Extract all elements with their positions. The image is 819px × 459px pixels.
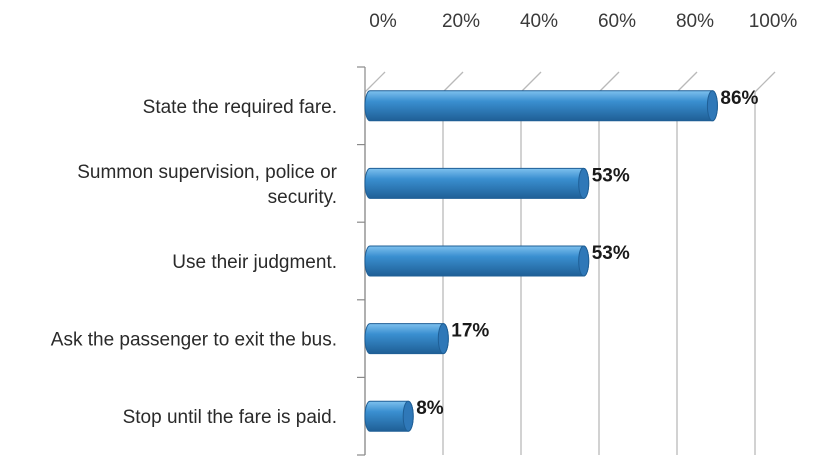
labels: 86% State the required fare. 53% Summon sup…	[51, 88, 759, 428]
y-tick-label: State the required fare.	[143, 97, 337, 118]
gridline-depth	[520, 71, 542, 93]
bar-cap	[437, 323, 449, 355]
bar-body	[364, 167, 590, 199]
data-label: 17%	[451, 321, 489, 342]
gridline-depth	[364, 71, 386, 93]
bar	[364, 167, 590, 199]
data-label: 53%	[592, 165, 630, 186]
bar-cap	[402, 400, 414, 432]
bar-body	[364, 245, 590, 277]
bars	[364, 90, 718, 432]
data-label: 8%	[416, 398, 444, 419]
data-label: 86%	[720, 88, 758, 109]
x-tick-label: 40%	[520, 11, 558, 32]
bar	[364, 400, 414, 432]
gridline-depth	[754, 71, 776, 93]
bar-body	[364, 90, 718, 122]
x-tick-label: 20%	[442, 11, 480, 32]
x-tick-label: 60%	[598, 11, 636, 32]
bar	[364, 90, 718, 122]
gridline-depth	[676, 71, 698, 93]
y-tick-label: Stop until the fare is paid.	[123, 407, 337, 428]
bar-cap	[578, 245, 590, 277]
gridline-depth	[598, 71, 620, 93]
bar-cap	[706, 90, 718, 122]
bar	[364, 323, 449, 355]
x-tick-label: 0%	[369, 11, 397, 32]
x-tick-label: 80%	[676, 11, 714, 32]
gridline-depth	[442, 71, 464, 93]
x-tick-label: 100%	[749, 11, 798, 32]
axis: 0% 20% 40% 60% 80% 100%	[357, 11, 798, 456]
bar-body	[364, 323, 449, 355]
y-tick-label: Summon supervision, police or	[77, 162, 337, 183]
data-label: 53%	[592, 243, 630, 264]
y-tick-label: Use their judgment.	[172, 252, 337, 273]
y-tick-label: security.	[268, 187, 337, 208]
y-tick-label: Ask the passenger to exit the bus.	[51, 330, 337, 351]
bar	[364, 245, 590, 277]
bar-cap	[578, 167, 590, 199]
